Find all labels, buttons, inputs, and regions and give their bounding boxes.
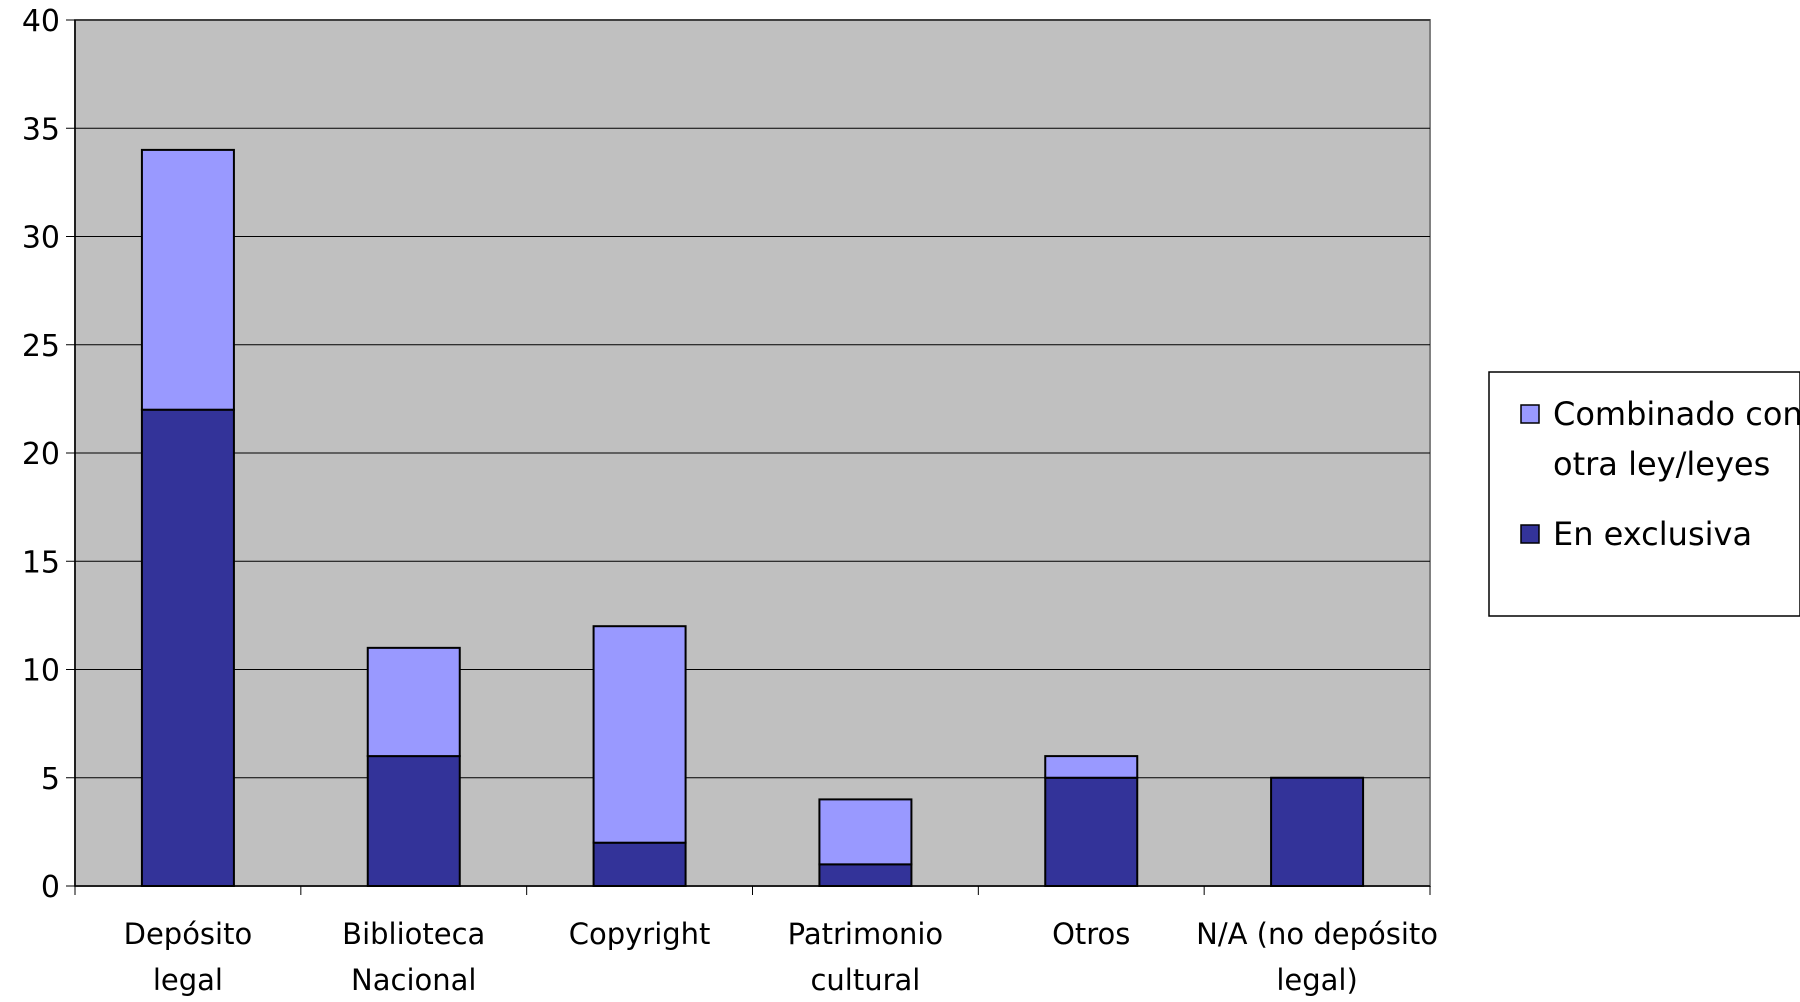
legend-label-line: Combinado con xyxy=(1553,395,1800,433)
legend-label-line: En exclusiva xyxy=(1553,515,1752,553)
bar-segment-en-exclusiva xyxy=(366,755,461,887)
bar-segment-combinado xyxy=(366,646,461,758)
x-category-label-line: Depósito xyxy=(124,917,253,951)
bar-segment-en-exclusiva xyxy=(1044,776,1139,887)
y-tick-label: 15 xyxy=(22,545,60,580)
x-category-label: Depósito legal xyxy=(124,917,253,997)
x-category-label: N/A (no depósito legal) xyxy=(1196,917,1438,997)
legend-label: Combinado con otra ley/leyes xyxy=(1553,395,1800,483)
y-tick-label: 0 xyxy=(41,870,60,905)
x-category-label-line: Biblioteca xyxy=(342,917,485,951)
bar-segment-en-exclusiva xyxy=(140,408,235,887)
x-category-label-line: Copyright xyxy=(569,917,711,951)
x-category-label: Biblioteca Nacional xyxy=(342,917,485,997)
y-tick-label: 25 xyxy=(22,329,60,364)
y-axis: 0 5 10 15 20 25 30 35 40 xyxy=(22,4,76,905)
bar-segment-combinado xyxy=(140,148,235,411)
x-category-label-line: Patrimonio xyxy=(788,917,943,951)
bar-segment-combinado xyxy=(818,798,913,866)
bar-segment-en-exclusiva xyxy=(818,863,913,887)
legend-box xyxy=(1488,371,1800,617)
bar-segment-en-exclusiva xyxy=(1270,776,1365,887)
legend-label-line: otra ley/leyes xyxy=(1553,445,1770,483)
x-category-label-line: Nacional xyxy=(351,963,476,997)
y-tick-label: 30 xyxy=(22,221,60,256)
x-category-label-line: N/A (no depósito xyxy=(1196,917,1438,951)
legend: Combinado con otra ley/leyes En exclusiva xyxy=(1488,371,1800,617)
legend-label: En exclusiva xyxy=(1553,515,1752,553)
x-category-label-line: Otros xyxy=(1052,917,1130,951)
bars xyxy=(140,148,1365,888)
x-category-label: Copyright xyxy=(569,917,711,951)
y-tick-label: 5 xyxy=(41,762,60,797)
x-category-label-line: legal) xyxy=(1276,963,1357,997)
bar-segment-combinado xyxy=(592,625,687,844)
y-tick-label: 35 xyxy=(22,112,60,147)
x-axis: Depósito legal Biblioteca Nacional Copyright… xyxy=(74,885,1438,997)
x-category-label: Otros xyxy=(1052,917,1130,951)
y-tick-label: 20 xyxy=(22,437,60,472)
y-tick-label: 10 xyxy=(22,654,60,689)
x-category-label-line: legal xyxy=(153,963,223,997)
bar-segment-combinado xyxy=(1044,755,1139,779)
x-category-label: Patrimonio cultural xyxy=(788,917,943,997)
x-category-label-line: cultural xyxy=(810,963,920,997)
gridlines xyxy=(75,19,1430,779)
y-tick-label: 40 xyxy=(22,4,60,39)
bar-segment-en-exclusiva xyxy=(592,841,687,888)
legend-swatch xyxy=(1520,404,1540,424)
legend-swatch xyxy=(1520,524,1540,544)
